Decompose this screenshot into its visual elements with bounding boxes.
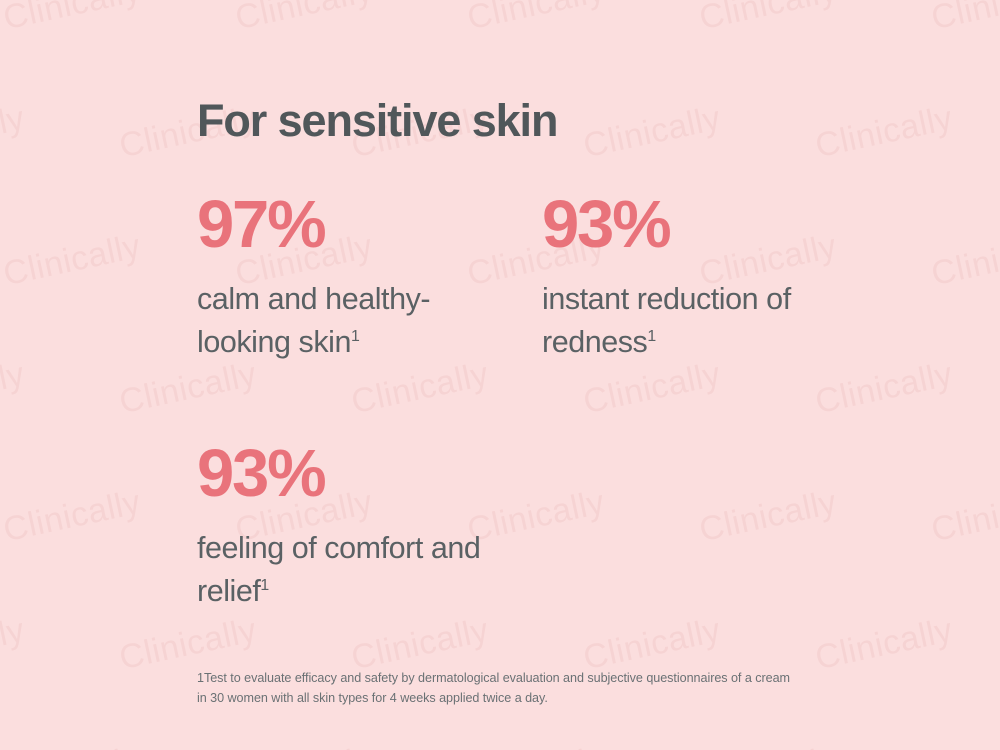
stat-block-redness-reduction: 93% instant reduction of redness1	[542, 191, 872, 365]
footnote-marker: 1	[260, 577, 269, 595]
stat-label: calm and healthy-looking skin1	[197, 258, 517, 365]
stat-block-comfort-relief: 93% feeling of comfort and relief1	[197, 440, 517, 614]
stat-label-text: instant reduction of redness	[542, 282, 791, 360]
stat-block-calm-skin: 97% calm and healthy-looking skin1	[197, 191, 517, 365]
page-title: For sensitive skin	[197, 95, 558, 146]
stat-value: 93%	[197, 436, 327, 511]
stat-value: 93%	[542, 187, 672, 262]
stat-label: instant reduction of redness1	[542, 258, 872, 365]
stat-label: feeling of comfort and relief1	[197, 507, 517, 614]
footnote-marker: 1	[647, 328, 656, 346]
stat-label-text: calm and healthy-looking skin	[197, 282, 431, 360]
footnote-marker: 1	[350, 328, 360, 346]
stat-value: 97%	[197, 187, 327, 262]
stat-label-text: feeling of comfort and relief	[197, 531, 481, 609]
footnote: 1Test to evaluate efficacy and safety by…	[197, 671, 790, 706]
